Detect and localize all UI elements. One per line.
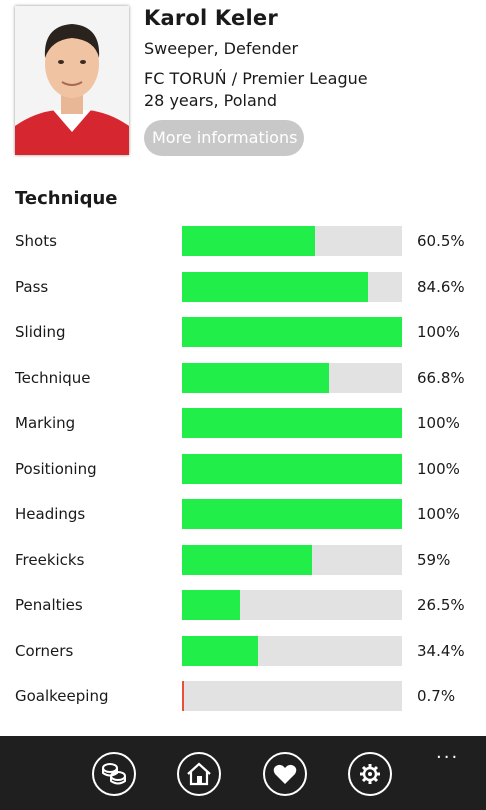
stat-bar-track bbox=[182, 363, 402, 393]
stat-value: 84.6% bbox=[417, 278, 465, 296]
stat-label: Goalkeeping bbox=[15, 687, 109, 705]
stat-value: 59% bbox=[417, 551, 451, 569]
coins-button[interactable] bbox=[92, 752, 136, 796]
stat-bar-fill bbox=[182, 408, 402, 438]
stat-label: Penalties bbox=[15, 596, 83, 614]
stat-row: Pass 84.6% bbox=[0, 272, 486, 302]
player-photo bbox=[15, 6, 129, 155]
stat-label: Pass bbox=[15, 278, 49, 296]
stat-label: Marking bbox=[15, 414, 76, 432]
player-header: Karol Keler Sweeper, Defender FC TORUŃ /… bbox=[0, 0, 486, 170]
gear-icon bbox=[360, 764, 380, 784]
stat-bar-fill bbox=[182, 681, 184, 711]
player-position: Sweeper, Defender bbox=[144, 39, 299, 58]
stat-value: 60.5% bbox=[417, 232, 465, 250]
stat-bar-fill bbox=[182, 590, 240, 620]
stat-bar-track bbox=[182, 317, 402, 347]
stat-value: 26.5% bbox=[417, 596, 465, 614]
stat-label: Headings bbox=[15, 505, 86, 523]
heart-icon bbox=[273, 764, 297, 784]
settings-button[interactable] bbox=[348, 752, 392, 796]
stat-value: 100% bbox=[417, 414, 460, 432]
section-title-technique: Technique bbox=[15, 188, 118, 209]
stat-bar-fill bbox=[182, 454, 402, 484]
player-photo-image bbox=[15, 6, 129, 155]
stat-value: 0.7% bbox=[417, 687, 456, 705]
stat-value: 34.4% bbox=[417, 642, 465, 660]
stat-bar-fill bbox=[182, 226, 315, 256]
stat-row: Positioning 100% bbox=[0, 454, 486, 484]
stat-label: Positioning bbox=[15, 460, 97, 478]
stat-bar-track bbox=[182, 636, 402, 666]
stat-bar-track bbox=[182, 272, 402, 302]
stat-bar-fill bbox=[182, 363, 329, 393]
stat-bar-fill bbox=[182, 636, 258, 666]
stat-value: 100% bbox=[417, 460, 460, 478]
stat-row: Shots 60.5% bbox=[0, 226, 486, 256]
stat-label: Sliding bbox=[15, 323, 66, 341]
stat-bar-track bbox=[182, 408, 402, 438]
stat-row: Headings 100% bbox=[0, 499, 486, 529]
app-bar bbox=[0, 736, 486, 810]
stat-row: Corners 34.4% bbox=[0, 636, 486, 666]
stat-bar-fill bbox=[182, 272, 368, 302]
stat-row: Technique 66.8% bbox=[0, 363, 486, 393]
stat-label: Freekicks bbox=[15, 551, 85, 569]
player-name: Karol Keler bbox=[144, 6, 278, 30]
stat-row: Goalkeeping 0.7% bbox=[0, 681, 486, 711]
player-age-country: 28 years, Poland bbox=[144, 91, 278, 110]
stat-bar-track bbox=[182, 590, 402, 620]
player-club: FC TORUŃ / Premier League bbox=[144, 69, 368, 88]
stat-bar-fill bbox=[182, 499, 402, 529]
more-informations-button[interactable]: More informations bbox=[144, 120, 304, 156]
more-options-dots[interactable]: ... bbox=[436, 742, 460, 763]
stat-row: Marking 100% bbox=[0, 408, 486, 438]
stat-value: 100% bbox=[417, 505, 460, 523]
stat-bar-fill bbox=[182, 545, 312, 575]
home-button[interactable] bbox=[177, 752, 221, 796]
stat-row: Penalties 26.5% bbox=[0, 590, 486, 620]
favorites-button[interactable] bbox=[263, 752, 307, 796]
home-icon bbox=[187, 762, 211, 786]
coins-icon bbox=[102, 763, 126, 785]
stat-value: 66.8% bbox=[417, 369, 465, 387]
stat-label: Corners bbox=[15, 642, 74, 660]
stat-label: Shots bbox=[15, 232, 57, 250]
stat-value: 100% bbox=[417, 323, 460, 341]
stat-bar-track bbox=[182, 226, 402, 256]
stat-bar-track bbox=[182, 454, 402, 484]
stat-bar-track bbox=[182, 681, 402, 711]
stat-bar-fill bbox=[182, 317, 402, 347]
stat-bar-track bbox=[182, 499, 402, 529]
stat-label: Technique bbox=[15, 369, 91, 387]
stat-row: Sliding 100% bbox=[0, 317, 486, 347]
stat-row: Freekicks 59% bbox=[0, 545, 486, 575]
stat-bar-track bbox=[182, 545, 402, 575]
